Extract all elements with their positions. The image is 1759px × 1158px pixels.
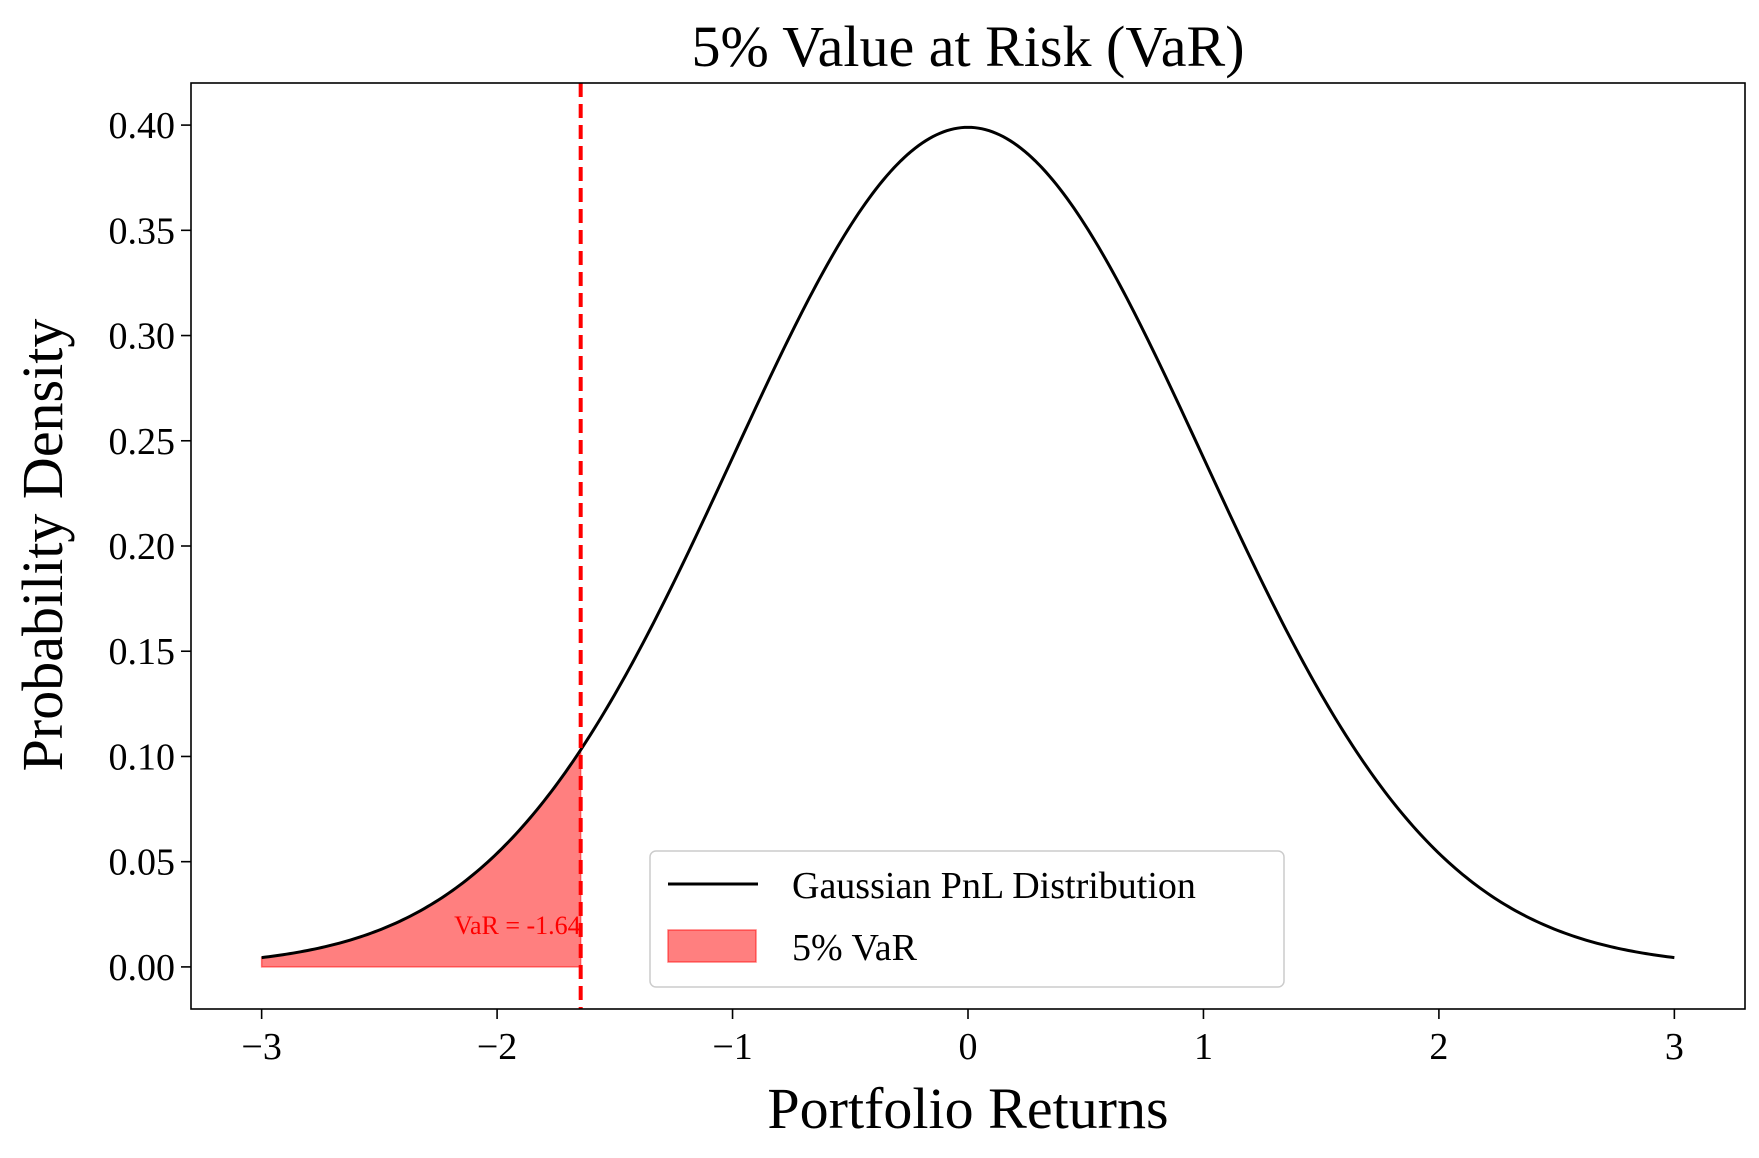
x-axis-label: Portfolio Returns — [767, 1076, 1168, 1141]
x-tick-label: 2 — [1429, 1026, 1448, 1068]
y-axis-label: Probability Density — [10, 319, 75, 772]
legend: Gaussian PnL Distribution 5% VaR — [649, 850, 1285, 988]
legend-label-pdf: Gaussian PnL Distribution — [792, 865, 1196, 907]
y-tick-label: 0.05 — [109, 842, 176, 884]
chart-title: 5% Value at Risk (VaR) — [691, 14, 1244, 79]
y-tick-label: 0.25 — [109, 421, 176, 463]
x-tick-label: 1 — [1194, 1026, 1213, 1068]
x-tick-label: −3 — [241, 1026, 281, 1068]
y-axis-ticks: 0.00 0.05 0.10 0.15 0.20 0.25 0.30 0.35 0.40 — [109, 105, 191, 989]
x-tick-label: 3 — [1665, 1026, 1684, 1068]
x-tick-label: −2 — [477, 1026, 517, 1068]
y-tick-label: 0.10 — [109, 736, 176, 778]
y-tick-label: 0.35 — [109, 210, 176, 252]
y-tick-label: 0.30 — [109, 316, 176, 358]
gaussian-pdf-line — [261, 125, 1675, 960]
x-tick-label: 0 — [959, 1026, 978, 1068]
y-tick-label: 0.20 — [109, 526, 176, 568]
legend-swatch-var — [667, 929, 757, 963]
var-annotation: VaR = -1.64 — [454, 911, 581, 940]
plot-area: VaR = -1.64 — [260, 83, 1675, 1009]
y-tick-label: 0.00 — [109, 947, 176, 989]
y-tick-label: 0.40 — [109, 105, 176, 147]
x-axis-ticks: −3 −2 −1 0 1 2 3 — [241, 1009, 1684, 1068]
legend-box — [649, 850, 1285, 988]
y-tick-label: 0.15 — [109, 631, 176, 673]
x-tick-label: −1 — [712, 1026, 752, 1068]
legend-label-var: 5% VaR — [792, 927, 918, 969]
